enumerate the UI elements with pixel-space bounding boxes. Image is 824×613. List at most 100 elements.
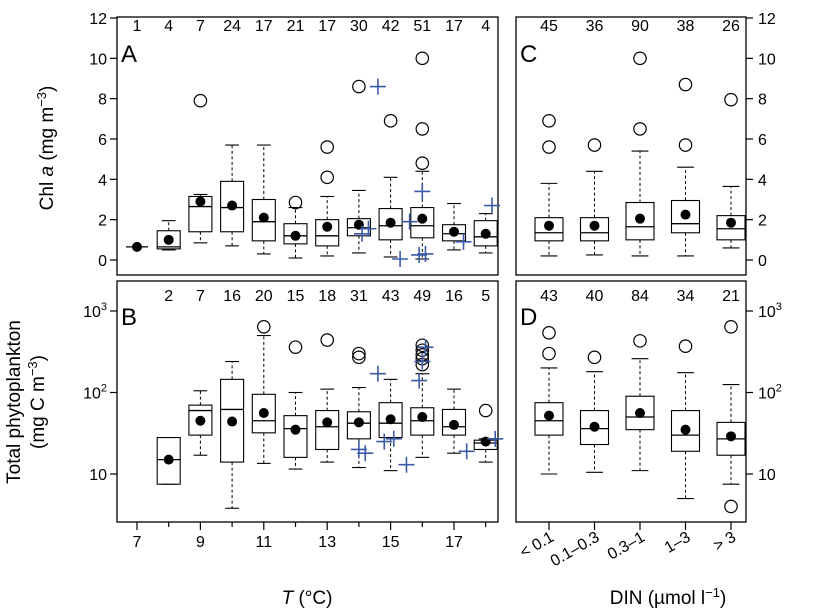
c-box-4-mean [726, 217, 736, 228]
c-ytick-label-0: 0 [758, 253, 767, 270]
a-box-5-mean [290, 230, 301, 241]
b-count-1: 2 [164, 288, 173, 305]
d-box-0-mean [544, 410, 554, 421]
panel-c-frame [515, 16, 747, 276]
c-box-1-outlier-0 [587, 138, 602, 152]
c-box-0-outlier-0 [542, 140, 556, 154]
a-ytick-label-1: 2 [98, 213, 107, 230]
d-ytick-label-2: 103 [758, 301, 782, 321]
c-box-3-outlier-0 [678, 138, 693, 152]
b-count-7: 31 [350, 288, 368, 305]
a-box-6-box [315, 219, 340, 247]
a-count-4: 17 [255, 18, 273, 35]
y-axis-label-chl: Chl a (mg m−3) [34, 86, 58, 211]
panel-a-label: A [121, 41, 137, 68]
a-box-3-mean [227, 200, 238, 211]
c-count-2: 90 [631, 18, 649, 35]
b-box-9-mean [449, 419, 459, 430]
a-count-0: 1 [133, 18, 142, 35]
d-xtick-label-1: 0.1–0.3 [548, 529, 603, 570]
d-count-2: 84 [631, 288, 649, 305]
d-count-3: 34 [677, 288, 695, 305]
b-box-2-mean [227, 416, 238, 427]
b-count-8: 43 [382, 288, 400, 305]
panel-d-label: D [520, 304, 537, 331]
d-count-1: 40 [586, 288, 604, 305]
d-xtick-label-3: 1–3 [662, 529, 694, 557]
a-ytick-label-0: 0 [98, 253, 107, 270]
d-count-4: 21 [722, 288, 740, 305]
d-box-1-outlier-0 [587, 350, 602, 365]
c-count-3: 38 [677, 18, 695, 35]
d-ytick-label-1: 102 [758, 383, 782, 403]
b-box-3-mean [258, 408, 269, 419]
b-xtick-label-1: 9 [196, 534, 205, 551]
d-box-0-box [534, 402, 564, 436]
b-box-7-mean [385, 414, 396, 425]
panel-d-frame [515, 280, 747, 523]
y-axis-label-phyto-line1: Total phytoplankton [4, 320, 25, 484]
c-box-0-outlier-1 [542, 114, 556, 128]
b-xtick-label-3: 13 [318, 534, 336, 551]
d-box-2-mean [635, 408, 645, 419]
b-xtick-label-0: 7 [133, 534, 142, 551]
b-box-8-mean [417, 412, 428, 423]
c-ytick-label-5: 10 [758, 51, 776, 68]
a-box-2-box [188, 195, 213, 233]
a-ytick-label-6: 12 [89, 11, 107, 28]
c-count-0: 45 [540, 18, 558, 35]
a-box-2-mean [195, 196, 206, 207]
b-xtick-label-2: 11 [255, 534, 272, 551]
a-box-8-mean [385, 217, 396, 228]
b-count-3: 16 [223, 288, 241, 305]
d-box-0-outlier-0 [542, 346, 556, 361]
b-ytick-label-0: 10 [89, 467, 107, 484]
b-box-4-outlier-0 [288, 340, 303, 354]
b-box-1-mean [195, 415, 206, 426]
b-box-8-outlier-4 [415, 338, 430, 353]
d-box-4-mean [726, 431, 736, 442]
b-box-5-mean [322, 417, 333, 428]
a-box-9-mean [417, 213, 428, 224]
c-ytick-label-1: 2 [758, 213, 767, 230]
c-box-2-outlier-0 [633, 122, 647, 136]
c-ytick-label-6: 12 [758, 11, 776, 28]
b-box-5-box [315, 410, 340, 451]
d-box-4-outlier-1 [724, 319, 738, 334]
c-box-1-mean [589, 220, 600, 231]
a-ytick-label-2: 4 [98, 172, 107, 189]
b-xtick-label-4: 15 [382, 534, 400, 551]
a-box-7-outlier-0 [352, 79, 366, 94]
c-box-4-outlier-0 [724, 92, 738, 107]
b-box-6-outlier-0 [352, 350, 366, 365]
a-count-1: 4 [164, 18, 173, 35]
panel-c-label: C [520, 41, 537, 68]
b-ytick-label-1: 102 [83, 383, 107, 403]
a-box-4-mean [258, 212, 269, 223]
b-count-4: 20 [255, 288, 273, 305]
a-count-11: 4 [481, 18, 490, 35]
b-count-5: 15 [287, 288, 305, 305]
b-box-5-outlier-0 [320, 333, 334, 347]
a-ytick-label-4: 8 [98, 92, 107, 109]
x-axis-label-din: DIN (µmol l−1) [610, 585, 727, 609]
d-box-3-outlier-0 [678, 339, 693, 353]
x-axis-label-temperature: T (°C) [282, 588, 333, 609]
a-count-10: 17 [445, 18, 463, 35]
d-box-0-outlier-1 [542, 326, 556, 340]
c-ytick-label-3: 6 [758, 132, 767, 149]
a-box-6-outlier-0 [320, 170, 334, 185]
a-count-5: 21 [287, 18, 305, 35]
d-xtick-label-2: 0.3–1 [605, 529, 648, 564]
c-ytick-label-4: 8 [758, 92, 767, 109]
a-count-7: 30 [350, 18, 368, 35]
c-box-3-mean [680, 209, 691, 220]
a-box-8-outlier-0 [383, 114, 398, 128]
b-ytick-label-2: 103 [83, 301, 107, 321]
c-box-3-outlier-1 [678, 77, 693, 92]
b-box-0-mean [163, 454, 174, 465]
c-ytick-label-2: 4 [758, 172, 767, 189]
a-box-1-mean [163, 234, 174, 245]
panel-b-label: B [121, 304, 137, 331]
